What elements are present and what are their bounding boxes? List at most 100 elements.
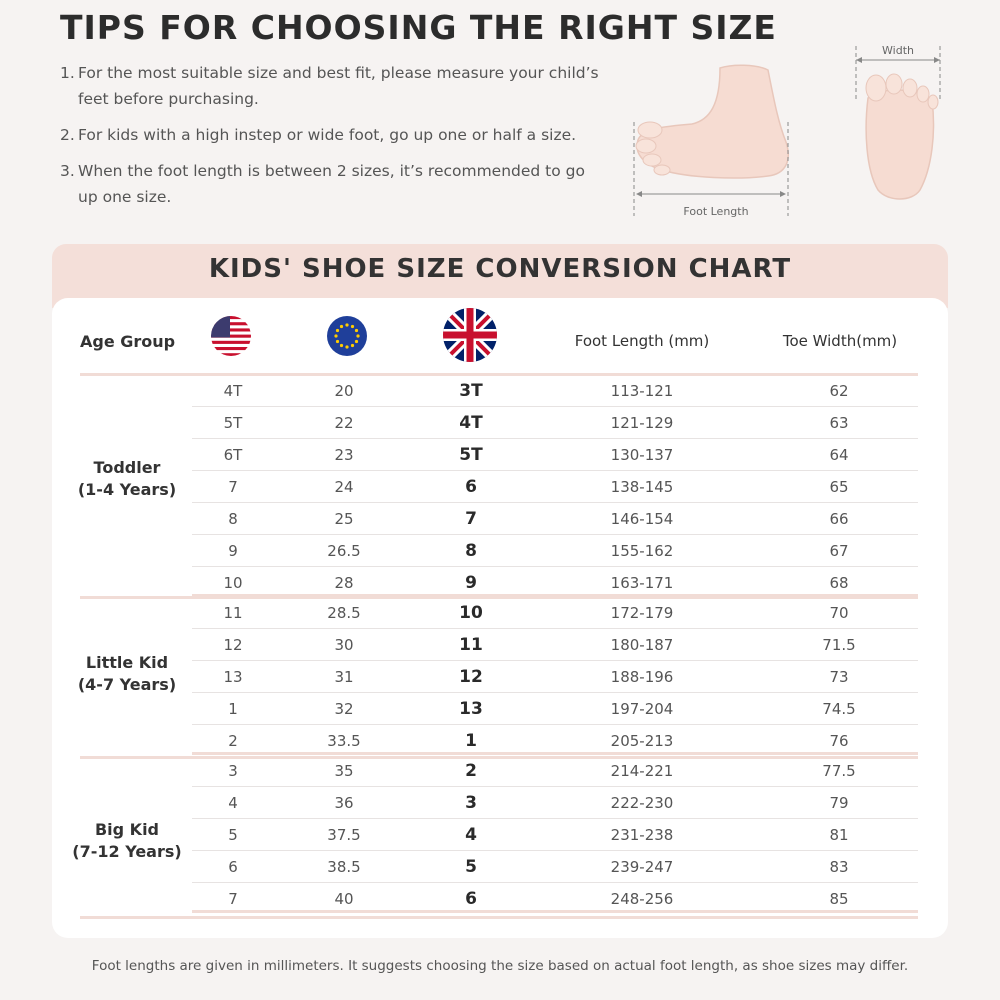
cell-foot-length: 214-221 (610, 762, 674, 780)
cell-toe-width: 63 (829, 414, 849, 432)
cell-uk-size: 7 (465, 509, 477, 529)
tip-item-2: 2. For kids with a high instep or wide f… (60, 122, 600, 148)
footnote: Foot lengths are given in millimeters. I… (91, 958, 909, 974)
cell-eu-size: 40 (334, 890, 354, 908)
cell-foot-length: 239-247 (610, 858, 674, 876)
cell-us-size: 7 (228, 890, 238, 908)
group-label-line: (7-12 Years) (72, 842, 182, 861)
width-label: Width (882, 44, 914, 57)
cell-toe-width: 67 (829, 542, 849, 560)
cell-us-size: 10 (223, 574, 243, 592)
cell-toe-width: 77.5 (822, 762, 856, 780)
cell-eu-size: 24 (334, 478, 354, 496)
cell-uk-size: 4 (465, 825, 477, 845)
cell-eu-size: 26.5 (327, 542, 361, 560)
eu-flag-icon (327, 316, 367, 356)
group-label-line: Toddler (93, 458, 161, 477)
tip-text: For kids with a high instep or wide foot… (78, 126, 577, 144)
cell-us-size: 5 (228, 826, 238, 844)
header-toe-width: Toe Width(mm) (782, 332, 898, 350)
table-row: 6 38.5 5 239-247 83 (192, 851, 918, 883)
group-label-line: Little Kid (85, 653, 169, 672)
cell-toe-width: 70 (829, 604, 849, 622)
cell-foot-length: 155-162 (610, 542, 674, 560)
cell-uk-size: 11 (459, 635, 483, 655)
cell-toe-width: 62 (829, 382, 849, 400)
foot-length-label: Foot Length (683, 205, 748, 218)
cell-foot-length: 113-121 (610, 382, 674, 400)
cell-foot-length: 138-145 (610, 478, 674, 496)
cell-uk-size: 6 (465, 889, 477, 909)
cell-us-size: 6T (223, 446, 243, 464)
cell-eu-size: 35 (334, 762, 354, 780)
cell-us-size: 13 (223, 668, 243, 686)
cell-eu-size: 37.5 (327, 826, 361, 844)
cell-eu-size: 22 (334, 414, 354, 432)
table-row: 7 24 6 138-145 65 (192, 471, 918, 503)
cell-uk-size: 3 (465, 793, 477, 813)
cell-us-size: 9 (228, 542, 238, 560)
cell-uk-size: 10 (459, 603, 483, 623)
cell-toe-width: 79 (829, 794, 849, 812)
cell-toe-width: 64 (829, 446, 849, 464)
cell-foot-length: 146-154 (610, 510, 674, 528)
cell-us-size: 8 (228, 510, 238, 528)
cell-foot-length: 197-204 (610, 700, 674, 718)
table-row: 9 26.5 8 155-162 67 (192, 535, 918, 567)
tips-title: TIPS FOR CHOOSING THE RIGHT SIZE (60, 8, 777, 47)
header-foot-length: Foot Length (mm) (574, 332, 710, 350)
cell-toe-width: 66 (829, 510, 849, 528)
uk-flag-icon (443, 308, 497, 362)
table-row: 1 32 13 197-204 74.5 (192, 693, 918, 725)
cell-toe-width: 71.5 (822, 636, 856, 654)
cell-us-size: 7 (228, 478, 238, 496)
group-label-line: (1-4 Years) (77, 480, 177, 499)
cell-us-size: 4T (223, 382, 243, 400)
cell-foot-length: 248-256 (610, 890, 674, 908)
foot-sole-illustration: Width (855, 44, 941, 200)
table-row: 12 30 11 180-187 71.5 (192, 629, 918, 661)
cell-us-size: 5T (223, 414, 243, 432)
cell-eu-size: 28 (334, 574, 354, 592)
table-row: 7 40 6 248-256 85 (192, 883, 918, 913)
cell-foot-length: 172-179 (610, 604, 674, 622)
table-row: 5T 22 4T 121-129 63 (192, 407, 918, 439)
group-separator (80, 756, 918, 759)
cell-us-size: 11 (223, 604, 243, 622)
tip-item-1: 1. For the most suitable size and best f… (60, 60, 600, 112)
tip-number: 2. (60, 126, 75, 144)
cell-foot-length: 205-213 (610, 732, 674, 750)
cell-eu-size: 25 (334, 510, 354, 528)
tip-item-3: 3. When the foot length is between 2 siz… (60, 158, 600, 210)
table-row: 2 33.5 1 205-213 76 (192, 725, 918, 755)
cell-eu-size: 28.5 (327, 604, 361, 622)
group-label-line: (4-7 Years) (77, 675, 177, 694)
cell-us-size: 4 (228, 794, 238, 812)
cell-eu-size: 20 (334, 382, 354, 400)
chart-header-band: KIDS' SHOE SIZE CONVERSION CHART (52, 244, 948, 308)
cell-toe-width: 68 (829, 574, 849, 592)
cell-foot-length: 188-196 (610, 668, 674, 686)
cell-foot-length: 222-230 (610, 794, 674, 812)
cell-uk-size: 12 (459, 667, 483, 687)
chart-card (52, 298, 948, 938)
table-row: 8 25 7 146-154 66 (192, 503, 918, 535)
cell-foot-length: 180-187 (610, 636, 674, 654)
cell-us-size: 1 (228, 700, 238, 718)
cell-toe-width: 74.5 (822, 700, 856, 718)
cell-uk-size: 3T (459, 381, 483, 401)
table-row: 10 28 9 163-171 68 (192, 567, 918, 597)
cell-us-size: 6 (228, 858, 238, 876)
table-row: 5 37.5 4 231-238 81 (192, 819, 918, 851)
group-label-big-kid: Big Kid (7-12 Years) (62, 819, 192, 863)
cell-eu-size: 36 (334, 794, 354, 812)
cell-foot-length: 231-238 (610, 826, 674, 844)
table-row: 4T 20 3T 113-121 62 (192, 375, 918, 407)
cell-toe-width: 81 (829, 826, 849, 844)
cell-uk-size: 5 (465, 857, 477, 877)
cell-eu-size: 38.5 (327, 858, 361, 876)
group-separator (80, 916, 918, 919)
cell-uk-size: 4T (459, 413, 483, 433)
tip-number: 1. (60, 64, 75, 82)
